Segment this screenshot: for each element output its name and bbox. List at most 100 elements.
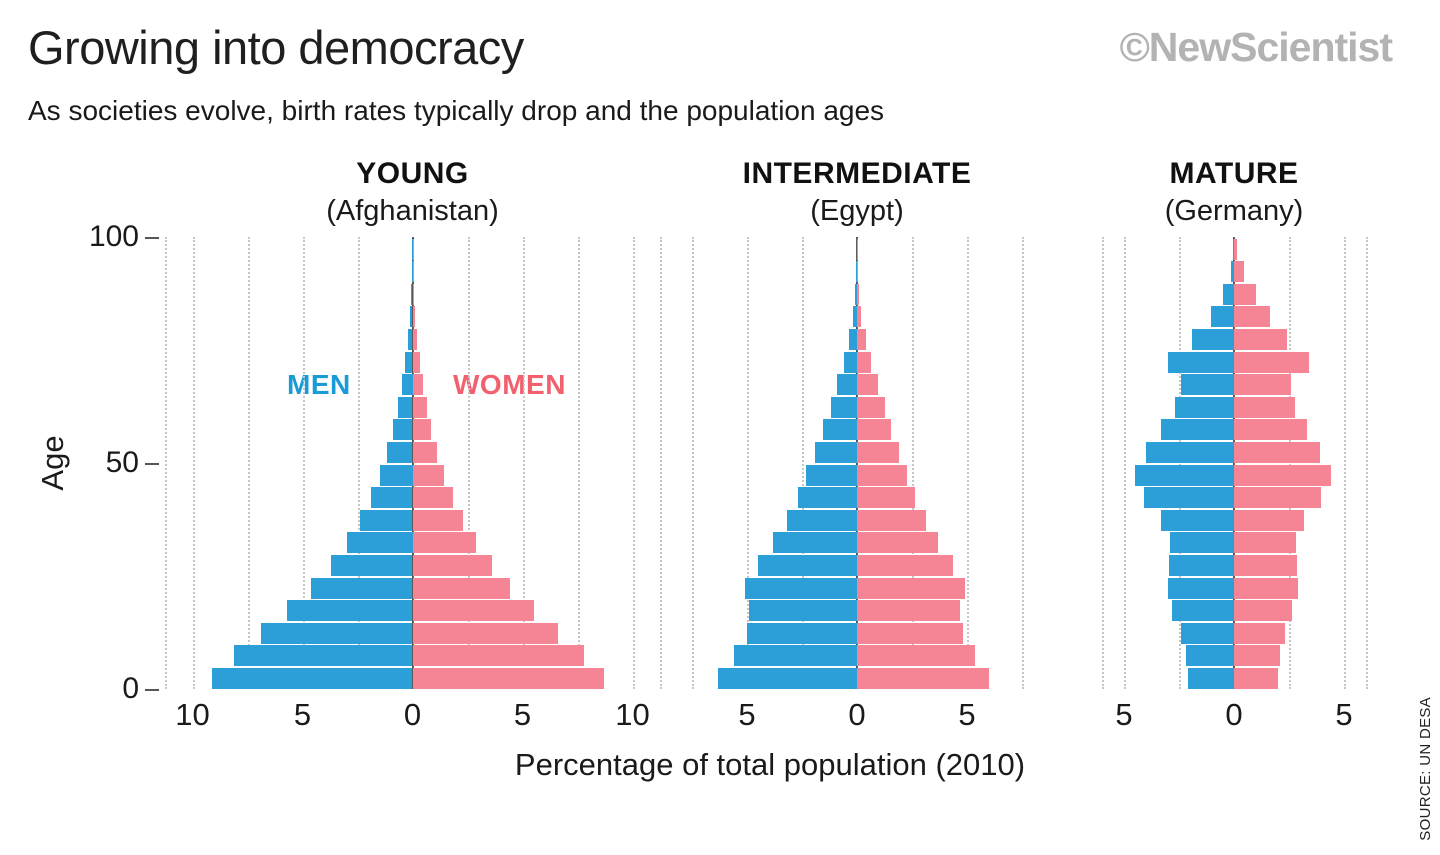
y-tick-0: 0 xyxy=(122,672,159,705)
bar-women xyxy=(1234,442,1320,463)
bar-men xyxy=(718,668,857,689)
bar-women xyxy=(412,283,414,305)
bar-women xyxy=(857,668,989,689)
bar-men xyxy=(773,532,857,554)
bar-women xyxy=(857,442,899,463)
charts-row: Age 100 50 0 YOUNG (Afghanistan) MEN WOM… xyxy=(25,157,1440,743)
bar-men xyxy=(856,261,857,283)
gridline xyxy=(747,237,749,689)
gridline xyxy=(577,237,580,689)
bar-women xyxy=(412,555,492,576)
source-credit: SOURCE: UN DESA xyxy=(1417,697,1434,841)
bar-women xyxy=(1234,464,1331,486)
bar-women xyxy=(412,374,424,396)
bar-men xyxy=(758,555,857,576)
bar-men xyxy=(411,283,413,305)
bar-women xyxy=(1234,419,1307,441)
bar-women xyxy=(412,306,415,328)
x-tick: 5 xyxy=(1115,697,1133,732)
bar-men xyxy=(1210,306,1234,328)
bar-women xyxy=(857,396,885,418)
bar-women xyxy=(412,396,427,418)
gridline xyxy=(192,237,195,689)
gridline xyxy=(1102,237,1104,689)
bar-women xyxy=(1234,238,1237,260)
bar-men xyxy=(797,487,857,509)
header: Growing into democracy ©NewScientist xyxy=(0,0,1440,75)
gridline xyxy=(1289,237,1291,689)
bar-women xyxy=(412,532,477,554)
bar-men xyxy=(404,351,413,373)
subtitle: As societies evolve, birth rates typical… xyxy=(28,95,885,126)
gridline xyxy=(692,237,694,689)
bar-women xyxy=(1234,532,1296,554)
pyramid-mature-germany: MATURE (Germany) 5 0 5 xyxy=(1102,157,1368,743)
bar-women xyxy=(857,464,907,486)
bar-men xyxy=(1230,261,1234,283)
bar-women xyxy=(1234,283,1256,305)
pyramid-plot-afghanistan: MEN WOMEN xyxy=(165,237,662,689)
y-axis: Age 100 50 0 xyxy=(25,157,165,743)
bar-women xyxy=(857,600,961,622)
bar-women xyxy=(857,487,916,509)
chart-subtitle-germany: (Germany) xyxy=(1164,195,1304,227)
bar-men xyxy=(1143,487,1234,509)
chart-title-young: YOUNG xyxy=(356,157,469,190)
bar-men xyxy=(1169,555,1234,576)
pyramid-young-afghanistan: YOUNG (Afghanistan) MEN WOMEN 10 5 0 5 10 xyxy=(165,157,662,743)
bar-men xyxy=(853,306,857,328)
gridline xyxy=(467,237,470,689)
gridline xyxy=(165,237,167,689)
bar-men xyxy=(359,509,413,531)
bar-men xyxy=(1185,645,1234,667)
gridline xyxy=(522,237,525,689)
bar-women xyxy=(412,464,445,486)
center-axis-line xyxy=(411,237,414,689)
bar-women xyxy=(1234,396,1295,418)
bar-women xyxy=(857,306,862,328)
x-ticks-egypt: 5 0 5 xyxy=(692,697,1022,743)
gridline xyxy=(967,237,969,689)
bar-men xyxy=(815,442,857,463)
bar-men xyxy=(287,600,413,622)
bar-men xyxy=(392,419,413,441)
bar-men xyxy=(744,577,857,599)
bar-men xyxy=(1146,442,1234,463)
bar-men xyxy=(1187,668,1234,689)
x-tick: 10 xyxy=(175,697,210,732)
y-axis-label: Age xyxy=(35,435,70,491)
bar-men xyxy=(806,464,857,486)
bar-men xyxy=(234,645,413,667)
bar-men xyxy=(830,396,857,418)
bar-men xyxy=(1168,577,1234,599)
chart-subtitle-egypt: (Egypt) xyxy=(810,195,904,227)
bar-women xyxy=(857,622,963,644)
bar-women xyxy=(1234,668,1278,689)
x-tick: 5 xyxy=(513,697,532,732)
gridline xyxy=(912,237,914,689)
x-tick: 0 xyxy=(1225,697,1243,732)
bar-men xyxy=(397,396,413,418)
gridline xyxy=(632,237,635,689)
bar-women xyxy=(857,374,878,396)
x-ticks-germany: 5 0 5 xyxy=(1102,697,1366,743)
bar-women xyxy=(1234,374,1292,396)
bar-women xyxy=(1234,555,1297,576)
bar-men xyxy=(1181,622,1234,644)
bar-women xyxy=(1234,329,1287,350)
bar-men xyxy=(311,577,413,599)
bar-men xyxy=(1135,464,1234,486)
x-tick: 10 xyxy=(615,697,650,732)
bar-women xyxy=(412,419,432,441)
bar-women xyxy=(1234,622,1285,644)
center-axis-line xyxy=(1233,237,1235,689)
bar-men xyxy=(1161,419,1234,441)
chart-title-intermediate: INTERMEDIATE xyxy=(742,157,972,190)
bar-women xyxy=(1234,509,1305,531)
bar-women xyxy=(412,600,534,622)
gridline xyxy=(247,237,250,689)
bar-women xyxy=(1234,645,1281,667)
x-axis-label: Percentage of total population (2010) xyxy=(514,747,1026,782)
gridline xyxy=(1366,237,1368,689)
bar-women xyxy=(857,419,892,441)
